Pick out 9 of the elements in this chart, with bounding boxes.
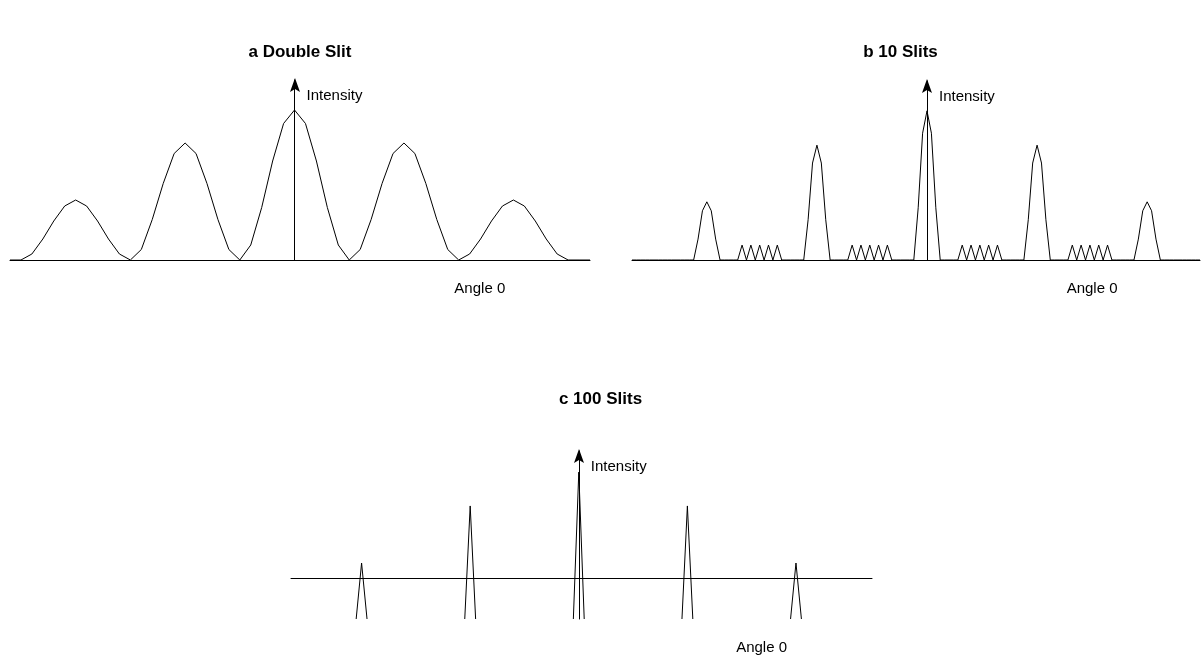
x-axis-title: Angle 0 (1066, 279, 1118, 296)
x-axis-title: Angle 0 (454, 279, 506, 296)
y-axis-title: Intensity (306, 86, 363, 103)
chart-title: c 100 Slits (558, 389, 643, 408)
chart-title: b 10 Slits (863, 42, 938, 61)
y-axis-title: Intensity (939, 87, 996, 104)
y-axis-title: Intensity (590, 457, 648, 474)
x-axis-title: Angle 0 (736, 638, 788, 655)
chart-title: a Double Slit (248, 42, 352, 61)
